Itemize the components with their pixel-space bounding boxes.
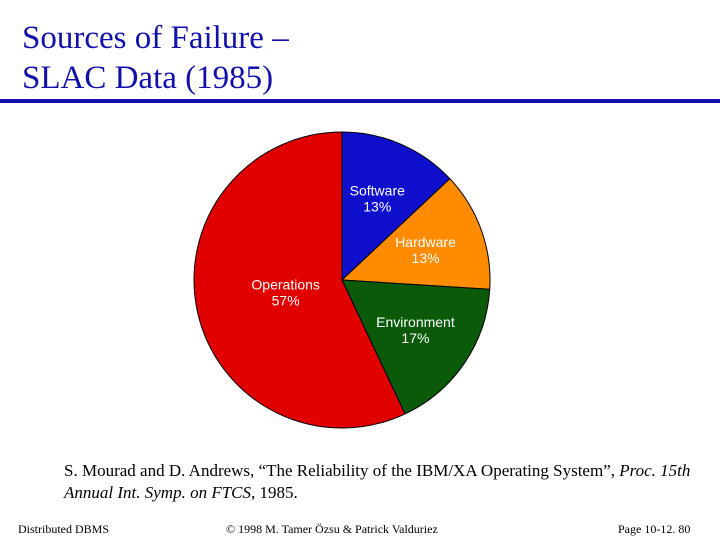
slide-title-line-1: Sources of Failure – [22, 20, 289, 56]
pie-slice-environment [341, 279, 491, 415]
pie-slices [193, 131, 491, 429]
footer-page-number: Page 10-12. 80 [618, 522, 691, 536]
citation: S. Mourad and D. Andrews, “The Reliabili… [64, 460, 704, 504]
footer-copyright: © 1998 M. Tamer Özsu & Patrick Valduriez [226, 522, 438, 536]
pie-slice-software [341, 131, 451, 282]
citation-venue: Proc. 15th Annual Int. Symp. on FTCS [64, 461, 691, 502]
slice-label-software: Software [350, 183, 405, 199]
slice-label-operations: Operations [251, 277, 319, 293]
pie-labels: Software13%Hardware13%Environment17%Oper… [251, 183, 456, 346]
pie-slice-operations [193, 131, 406, 429]
footer-course: Distributed DBMS [18, 522, 110, 536]
slide-title-line-2: SLAC Data (1985) [22, 60, 274, 96]
slice-label-hardware: Hardware [395, 234, 456, 250]
title-divider [0, 99, 720, 103]
slice-percent-hardware: 13% [412, 250, 440, 266]
slice-percent-software: 13% [363, 199, 391, 215]
citation-text-1: S. Mourad and D. Andrews, “The Reliabili… [64, 461, 620, 480]
slide-title: Sources of Failure – SLAC Data (1985) [22, 18, 289, 98]
slice-label-environment: Environment [376, 314, 455, 330]
citation-text-2: , 1985. [251, 483, 298, 502]
slice-percent-environment: 17% [401, 330, 429, 346]
slice-percent-operations: 57% [272, 293, 300, 309]
pie-slice-hardware [340, 177, 491, 290]
